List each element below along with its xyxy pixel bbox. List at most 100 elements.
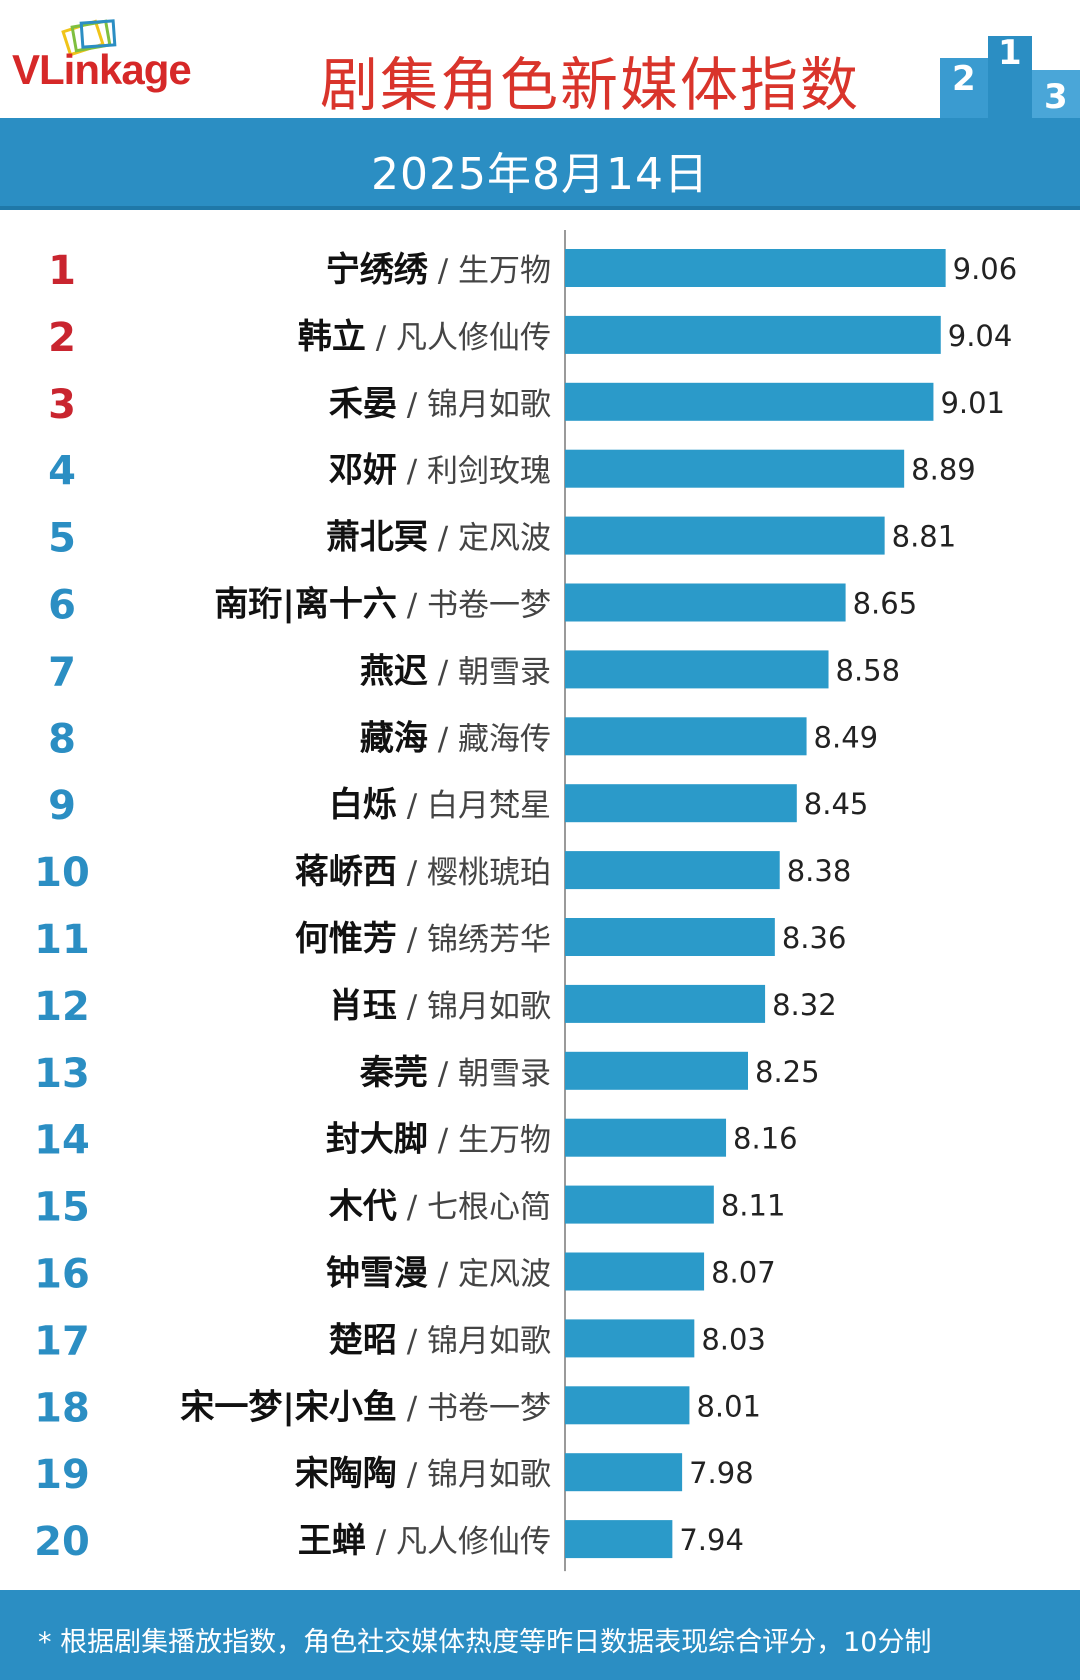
- bar: [565, 784, 797, 823]
- rank-number: 10: [34, 850, 90, 896]
- ranking-bar-chart: 1 宁绣绣 / 生万物 9.06 2 韩立 / 凡人修仙传 9.04 3 禾晏 / 锦月如歌 9…: [34, 230, 1017, 1572]
- rank-number: 14: [34, 1118, 90, 1164]
- bar-row-9: 9 白烁 / 白月梵星 8.45: [48, 783, 868, 829]
- rank-number: 15: [34, 1185, 90, 1231]
- role-name: 白烁: [329, 785, 397, 825]
- role-name: 宋一梦|宋小鱼: [180, 1387, 396, 1427]
- category-label: 宋陶陶 / 锦月如歌: [295, 1454, 551, 1494]
- drama-name: 定风波: [458, 1257, 551, 1293]
- role-name: 钟雪漫: [326, 1254, 428, 1294]
- separator: /: [428, 1056, 458, 1092]
- bar: [565, 1051, 748, 1090]
- bar: [565, 851, 780, 890]
- drama-name: 书卷一梦: [427, 588, 551, 624]
- role-name: 蒋峤西: [295, 852, 397, 892]
- bar-row-15: 15 木代 / 七根心简 8.11: [34, 1185, 785, 1231]
- data-label: 8.07: [711, 1256, 776, 1290]
- bar-row-12: 12 肖珏 / 锦月如歌 8.32: [34, 984, 836, 1030]
- rank-number: 3: [48, 382, 76, 428]
- separator: /: [397, 788, 427, 824]
- data-label: 8.25: [755, 1055, 820, 1089]
- bar: [565, 516, 885, 555]
- category-label: 南珩|离十六 / 书卷一梦: [214, 585, 551, 625]
- role-name: 封大脚: [326, 1120, 428, 1160]
- rank-number: 9: [48, 783, 76, 829]
- drama-name: 锦月如歌: [427, 1323, 551, 1359]
- bar: [565, 1185, 714, 1224]
- category-label: 木代 / 七根心简: [328, 1187, 551, 1227]
- bar: [565, 315, 941, 354]
- bar-row-20: 20 王蝉 / 凡人修仙传 7.94: [34, 1519, 744, 1565]
- separator: /: [366, 320, 396, 356]
- page-title: 剧集角色新媒体指数: [320, 51, 861, 119]
- bar-row-4: 4 邓妍 / 利剑玫瑰 8.89: [48, 449, 976, 495]
- category-label: 邓妍 / 利剑玫瑰: [329, 451, 551, 491]
- rank-number: 11: [34, 917, 90, 963]
- drama-name: 书卷一梦: [427, 1390, 551, 1426]
- category-label: 楚昭 / 锦月如歌: [329, 1320, 551, 1360]
- role-name: 何惟芳: [295, 919, 397, 959]
- drama-name: 藏海传: [458, 721, 551, 757]
- rank-number: 19: [34, 1452, 90, 1498]
- separator: /: [428, 1257, 458, 1293]
- data-label: 7.94: [679, 1523, 744, 1557]
- category-label: 韩立 / 凡人修仙传: [298, 317, 551, 357]
- category-label: 封大脚 / 生万物: [326, 1120, 551, 1160]
- role-name: 藏海: [360, 718, 428, 758]
- bar: [565, 1453, 683, 1492]
- role-name: 王蝉: [298, 1521, 366, 1561]
- category-label: 何惟芳 / 锦绣芳华: [295, 919, 551, 959]
- drama-name: 七根心简: [427, 1190, 551, 1226]
- separator: /: [397, 588, 427, 624]
- bar-row-6: 6 南珩|离十六 / 书卷一梦 8.65: [48, 583, 917, 629]
- separator: /: [397, 1190, 427, 1226]
- drama-name: 朝雪录: [458, 1056, 551, 1092]
- svg-text:2: 2: [952, 59, 976, 99]
- bar: [565, 1252, 705, 1291]
- data-label: 7.98: [689, 1456, 754, 1490]
- drama-name: 利剑玫瑰: [427, 454, 551, 490]
- role-name: 宁绣绣: [326, 250, 429, 290]
- date-banner: 2025年8月14日: [0, 118, 1080, 210]
- bar: [565, 382, 934, 421]
- bar-row-19: 19 宋陶陶 / 锦月如歌 7.98: [34, 1452, 754, 1498]
- rank-number: 7: [48, 649, 76, 695]
- chart-date: 2025年8月14日: [371, 149, 709, 200]
- data-label: 9.01: [940, 386, 1005, 420]
- rank-number: 5: [48, 516, 76, 562]
- drama-name: 锦月如歌: [427, 387, 551, 423]
- bar-row-3: 3 禾晏 / 锦月如歌 9.01: [48, 382, 1005, 428]
- bar-row-16: 16 钟雪漫 / 定风波 8.07: [34, 1252, 775, 1298]
- separator: /: [397, 855, 427, 891]
- bar-row-18: 18 宋一梦|宋小鱼 / 书卷一梦 8.01: [34, 1385, 761, 1431]
- drama-name: 樱桃琥珀: [427, 855, 551, 891]
- logo-cards-icon: [61, 19, 117, 56]
- brand-logo: VLinkage: [12, 46, 192, 94]
- data-label: 8.01: [696, 1389, 761, 1423]
- category-label: 藏海 / 藏海传: [360, 718, 551, 758]
- footnote: * 根据剧集播放指数，角色社交媒体热度等昨日数据表现综合评分，10分制: [38, 1627, 932, 1658]
- bar-row-13: 13 秦莞 / 朝雪录 8.25: [34, 1051, 819, 1097]
- bar-row-7: 7 燕迟 / 朝雪录 8.58: [48, 649, 900, 695]
- separator: /: [397, 454, 427, 490]
- footer: * 根据剧集播放指数，角色社交媒体热度等昨日数据表现综合评分，10分制: [0, 1590, 1080, 1680]
- role-name: 邓妍: [329, 451, 397, 491]
- category-label: 宋一梦|宋小鱼 / 书卷一梦: [180, 1387, 551, 1427]
- drama-name: 定风波: [458, 521, 551, 557]
- separator: /: [397, 1323, 427, 1359]
- bar: [565, 1386, 690, 1425]
- role-name: 燕迟: [360, 651, 428, 691]
- data-label: 8.36: [782, 921, 847, 955]
- rank-number: 16: [34, 1252, 90, 1298]
- role-name: 木代: [328, 1187, 397, 1227]
- separator: /: [397, 989, 427, 1025]
- bar: [565, 583, 846, 622]
- rank-number: 4: [48, 449, 76, 495]
- bar-row-10: 10 蒋峤西 / 樱桃琥珀 8.38: [34, 850, 851, 896]
- separator: /: [428, 521, 458, 557]
- rank-number: 8: [48, 716, 76, 762]
- bar: [565, 650, 829, 689]
- role-name: 萧北冥: [326, 518, 428, 558]
- category-label: 肖珏 / 锦月如歌: [329, 986, 551, 1026]
- bar: [565, 249, 946, 287]
